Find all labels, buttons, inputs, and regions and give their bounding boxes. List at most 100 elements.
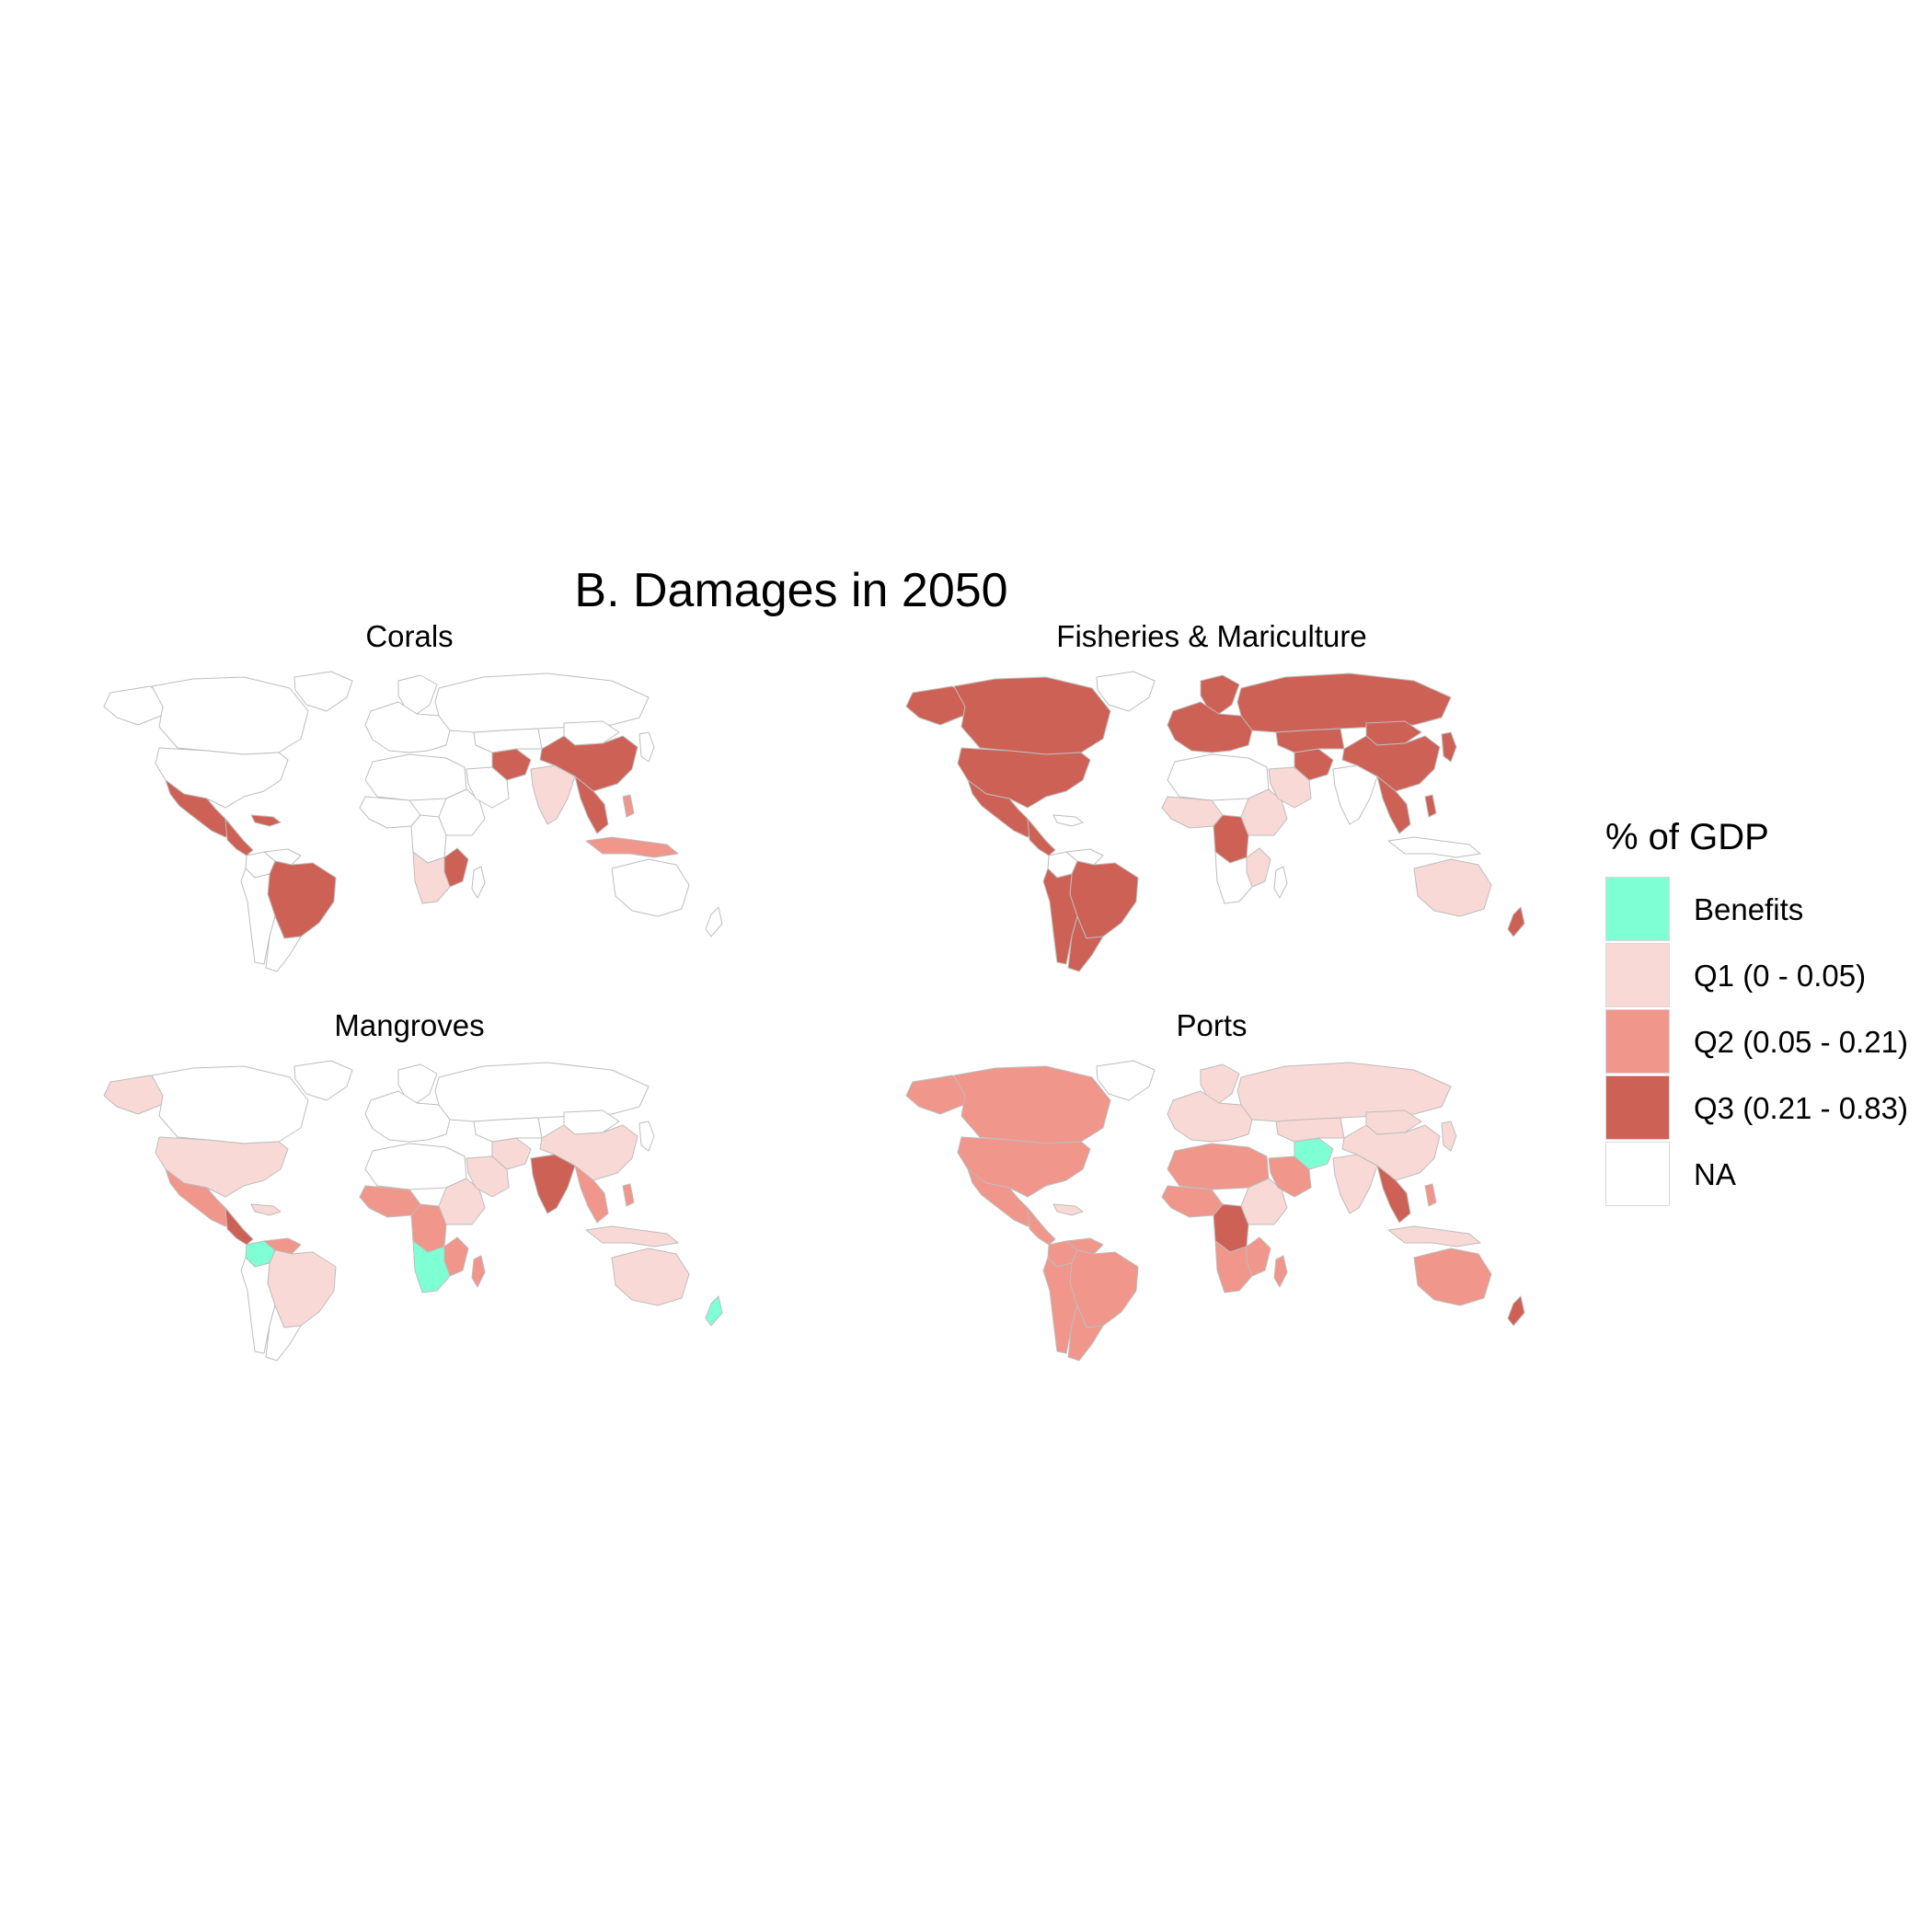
region-southern-africa — [1214, 1240, 1253, 1293]
region-japan — [638, 731, 655, 763]
region-caribbean — [1052, 1203, 1084, 1216]
panel-title: Corals — [365, 619, 454, 653]
region-central-asia — [1275, 728, 1345, 753]
region-argentina — [265, 1305, 302, 1362]
region-scandinavia — [1200, 1063, 1240, 1104]
region-southern-africa — [412, 851, 451, 904]
region-west-africa — [359, 796, 421, 829]
legend-item-na: NA — [1605, 1142, 1927, 1208]
region-nz — [1507, 1295, 1525, 1327]
region-madagascar — [1273, 1255, 1288, 1288]
legend-item-q3: Q3 (0.21 - 0.83) — [1605, 1075, 1927, 1142]
country-layer — [103, 1060, 723, 1362]
region-scandinavia — [1200, 674, 1240, 715]
region-se-asia — [1376, 776, 1411, 834]
legend-swatch — [1605, 1142, 1670, 1206]
region-argentina — [1067, 915, 1104, 972]
panel-ports: Ports — [834, 1007, 1589, 1394]
region-west-africa — [1161, 1185, 1224, 1218]
region-india — [1332, 1154, 1378, 1214]
region-andes — [1042, 1257, 1078, 1354]
region-philippines — [1424, 794, 1437, 818]
region-greenland — [293, 671, 353, 712]
region-central-am — [224, 1207, 254, 1246]
region-venezuela — [1065, 1237, 1104, 1255]
panel-title: Mangroves — [334, 1008, 485, 1042]
country-layer — [905, 671, 1525, 972]
region-russia — [1236, 1062, 1452, 1122]
region-west-africa — [359, 1185, 421, 1218]
region-indonesia — [1387, 1225, 1481, 1247]
region-greenland — [1096, 671, 1156, 712]
region-europe — [1167, 1090, 1253, 1143]
region-caribbean — [250, 1203, 282, 1216]
region-central-am — [224, 818, 254, 856]
region-india — [530, 1154, 576, 1214]
region-philippines — [1424, 1183, 1437, 1207]
region-australia — [611, 1247, 690, 1306]
region-greenland — [293, 1060, 353, 1101]
region-china — [1341, 735, 1441, 792]
region-china — [539, 735, 638, 792]
region-canada — [151, 676, 309, 755]
region-india — [530, 764, 576, 825]
panel-title: Ports — [1176, 1008, 1248, 1042]
chart-title: B. Damages in 2050 — [574, 564, 1008, 617]
region-philippines — [622, 794, 635, 818]
region-philippines — [622, 1183, 635, 1207]
world-map — [103, 671, 723, 972]
legend-label: Benefits — [1694, 892, 1804, 926]
region-se-asia — [574, 1165, 609, 1224]
region-madagascar — [471, 866, 486, 899]
world-map — [905, 671, 1525, 972]
legend: % of GDP Benefits Q1 (0 - 0.05) Q2 (0.05… — [1605, 814, 1927, 1208]
region-southern-africa — [1214, 851, 1253, 904]
region-argentina — [1067, 1305, 1104, 1362]
region-venezuela — [263, 848, 302, 866]
region-north-africa — [364, 753, 467, 801]
region-central-asia — [1275, 1117, 1345, 1143]
region-nz — [705, 1295, 723, 1327]
region-central-am — [1027, 818, 1056, 856]
region-scandinavia — [397, 674, 438, 715]
country-layer — [103, 671, 723, 972]
region-east-africa — [438, 788, 486, 836]
region-greenland — [1096, 1060, 1156, 1101]
region-europe — [364, 701, 451, 753]
region-central-am — [1027, 1207, 1056, 1246]
world-map — [905, 1060, 1525, 1362]
region-andes — [240, 1257, 276, 1354]
region-nz — [705, 906, 723, 937]
panel-title: Fisheries & Mariculture — [1056, 619, 1367, 653]
region-east-africa — [1240, 1178, 1288, 1225]
region-west-africa — [1161, 796, 1224, 829]
region-japan — [1441, 1121, 1457, 1152]
region-china — [539, 1124, 638, 1181]
region-europe — [1167, 701, 1253, 753]
region-venezuela — [1065, 848, 1104, 866]
region-scandinavia — [397, 1063, 438, 1104]
legend-item-q2: Q2 (0.05 - 0.21) — [1605, 1009, 1927, 1075]
region-europe — [364, 1090, 451, 1143]
region-southern-africa — [412, 1240, 451, 1293]
region-russia — [434, 672, 650, 733]
region-caribbean — [1052, 814, 1084, 827]
legend-item-q1: Q1 (0 - 0.05) — [1605, 943, 1927, 1009]
region-andes — [240, 868, 276, 965]
region-indonesia — [585, 836, 679, 858]
region-se-asia — [574, 776, 609, 834]
legend-label: Q2 (0.05 - 0.21) — [1694, 1025, 1908, 1059]
region-indonesia — [1387, 836, 1481, 858]
panel-fisheries-mariculture: Fisheries & Mariculture — [834, 618, 1589, 1005]
region-canada — [151, 1065, 309, 1144]
region-caribbean — [250, 814, 282, 827]
country-layer — [905, 1060, 1525, 1362]
panel-corals: Corals — [32, 618, 787, 1005]
region-canada — [953, 676, 1111, 755]
panel-mangroves: Mangroves — [32, 1007, 787, 1394]
legend-swatch — [1605, 1009, 1670, 1074]
region-australia — [1413, 1247, 1492, 1306]
region-madagascar — [1273, 866, 1288, 899]
region-andes — [1042, 868, 1078, 965]
legend-title: % of GDP — [1605, 817, 1769, 857]
